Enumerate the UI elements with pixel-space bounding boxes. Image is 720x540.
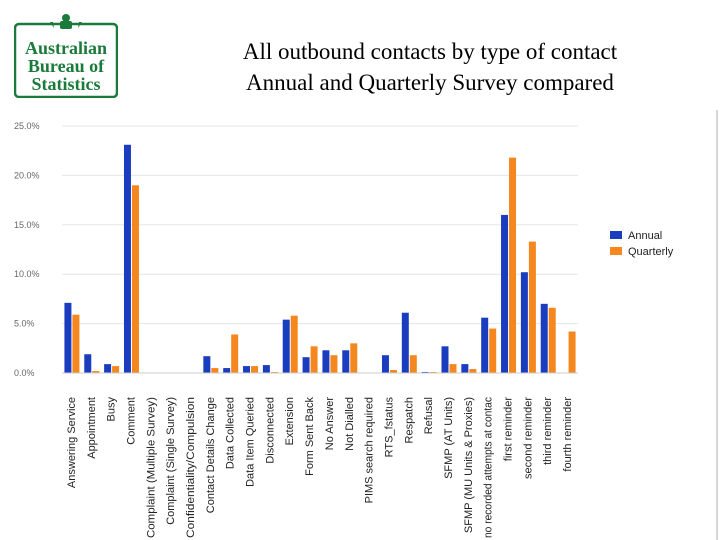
bar-quarterly — [131, 185, 139, 373]
bar-quarterly — [330, 355, 338, 373]
bar-quarterly — [310, 346, 318, 373]
chart-title: All outbound contacts by type of contact… — [150, 36, 710, 98]
bar-annual — [381, 355, 389, 373]
x-tick-label: RTS_fstatus — [383, 397, 395, 458]
abs-logo: Australian Bureau of Statistics — [13, 12, 119, 99]
bar-annual — [342, 350, 350, 373]
x-tick-label: Form Sent Back — [304, 397, 316, 476]
x-tick-label: Contact Details Change — [205, 397, 217, 513]
bar-quarterly — [548, 307, 556, 373]
bar-annual — [262, 365, 270, 373]
x-tick-label: second reminder — [522, 397, 534, 479]
x-tick-label: SFMP (AT Units) — [443, 397, 455, 479]
bar-annual — [501, 214, 509, 373]
x-tick-label: Disconnected — [264, 397, 276, 464]
bar-annual — [461, 364, 469, 373]
bar-quarterly — [350, 343, 358, 373]
x-tick-label: Busy — [106, 397, 118, 422]
bar-quarterly — [92, 371, 100, 373]
x-tick-label: Refusal — [423, 397, 435, 434]
bar-chart: 0.0% 5.0% 10.0% 15.0% 20.0% 25.0% Answering Se… — [14, 121, 674, 538]
bar-annual — [540, 303, 548, 373]
bar-annual — [123, 144, 131, 373]
x-tick-label: Comment — [125, 397, 137, 445]
bar-quarterly — [568, 331, 576, 373]
x-tick-label: Extension — [284, 397, 296, 445]
bar-annual — [481, 317, 489, 373]
coat-of-arms-icon — [50, 14, 82, 29]
x-tick-label: fourth reminder — [562, 397, 574, 472]
bar-annual — [64, 302, 72, 373]
bar-quarterly — [409, 355, 417, 373]
frame-edge — [716, 110, 718, 540]
y-tick-label: 10.0% — [14, 269, 40, 279]
bar-annual — [322, 350, 330, 373]
bar-annual — [401, 312, 409, 373]
bar-quarterly — [509, 157, 517, 373]
bar-annual — [282, 319, 290, 373]
bar-annual — [520, 272, 528, 373]
logo-line-1: Australian — [25, 38, 107, 58]
x-tick-label: Respatch — [403, 397, 415, 443]
legend-swatch-quarterly — [610, 247, 622, 255]
bar-annual — [243, 366, 251, 373]
bar-quarterly — [489, 328, 497, 373]
bar-annual — [104, 364, 112, 373]
bar-quarterly — [389, 370, 397, 373]
x-tick-label: third reminder — [542, 397, 554, 465]
x-tick-label: PIMS search required — [364, 397, 376, 503]
x-tick-label: Answering Service — [66, 397, 78, 488]
y-tick-label: 20.0% — [14, 170, 40, 180]
bar-annual — [223, 368, 231, 373]
y-tick-label: 25.0% — [14, 121, 40, 131]
bar-annual — [302, 357, 310, 373]
x-tick-label: first reminder — [503, 397, 515, 462]
bar-quarterly — [449, 364, 457, 373]
legend-swatch-annual — [610, 231, 622, 239]
bar-quarterly — [211, 368, 219, 373]
bar-quarterly — [72, 314, 80, 373]
bar-quarterly — [112, 366, 120, 373]
bar-annual — [203, 356, 211, 373]
x-tick-label: no recorded attempts at contac — [483, 397, 495, 538]
x-tick-label: Complaint (Multiple Survey) — [145, 397, 157, 538]
legend-label-quarterly: Quarterly — [628, 246, 674, 258]
y-tick-label: 0.0% — [14, 368, 35, 378]
title-line-1: All outbound contacts by type of contact — [242, 39, 618, 64]
x-tick-label: Complaint (Single Survey) — [165, 397, 177, 525]
logo-line-2: Bureau of — [28, 56, 105, 76]
x-tick-label: No Answer — [324, 397, 336, 451]
bar-quarterly — [290, 315, 298, 373]
bar-quarterly — [528, 241, 536, 373]
x-tick-label: Data Item Queried — [245, 397, 257, 487]
x-tick-label: Not Dialled — [344, 397, 356, 451]
logo-line-3: Statistics — [32, 74, 101, 94]
bar-quarterly — [231, 334, 239, 373]
x-tick-label: Appointment — [86, 397, 98, 459]
bar-annual — [441, 346, 449, 373]
x-tick-label: Confidentiality/Compulsion — [185, 397, 197, 538]
x-tick-label: SFMP (MU Units & Proxies) — [463, 397, 475, 533]
bar-quarterly — [251, 366, 259, 373]
bar-annual — [84, 354, 92, 373]
title-line-2: Annual and Quarterly Survey compared — [246, 70, 614, 95]
legend-label-annual: Annual — [628, 230, 662, 242]
y-tick-label: 5.0% — [14, 319, 35, 329]
y-tick-label: 15.0% — [14, 220, 40, 230]
bar-quarterly — [469, 369, 477, 373]
x-tick-label: Data Collected — [225, 397, 237, 469]
